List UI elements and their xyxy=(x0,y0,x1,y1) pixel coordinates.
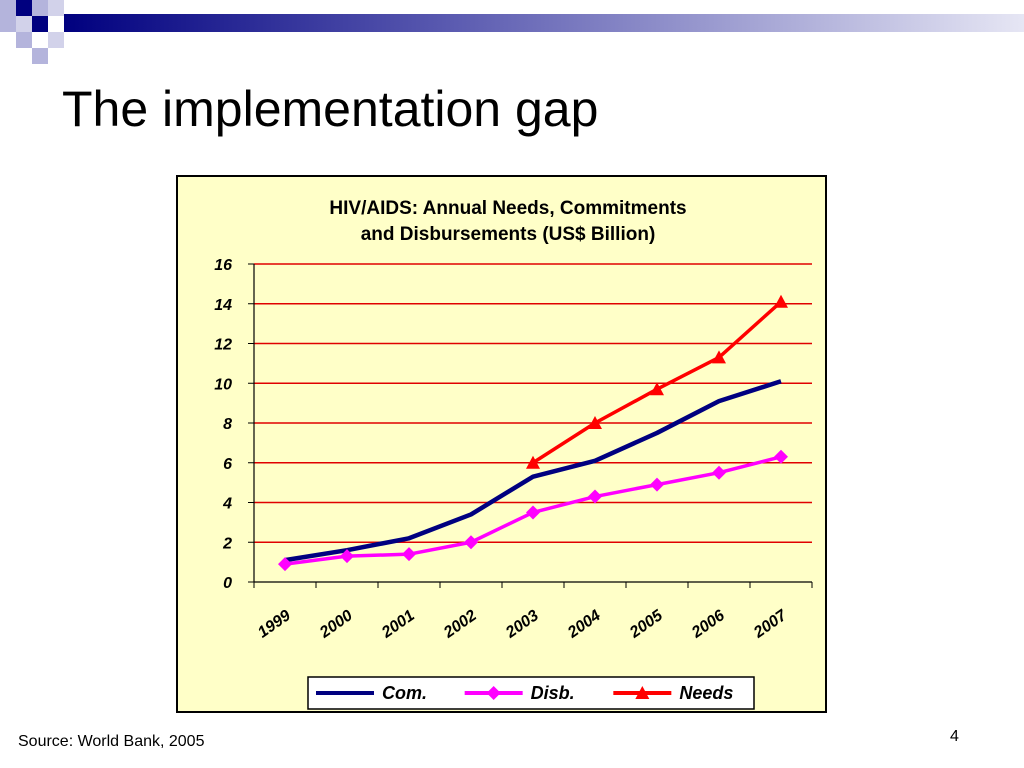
deco-square xyxy=(32,0,48,16)
legend-label: Needs xyxy=(679,683,733,703)
deco-square xyxy=(32,16,48,32)
axes: 0 2 4 6 8 10 12 14 16 1999 2000 2001 2002 2003 2004 200… xyxy=(214,257,813,643)
x-tick-label: 2001 xyxy=(378,607,418,642)
y-tick-label: 6 xyxy=(223,456,232,473)
y-tick-label: 0 xyxy=(223,575,232,592)
y-tick-label: 10 xyxy=(214,376,232,393)
legend-box xyxy=(307,676,755,710)
chart-title-line-1: HIV/AIDS: Annual Needs, Commitments xyxy=(329,198,686,219)
header-band xyxy=(64,14,1024,32)
legend-label: Disb. xyxy=(531,683,575,703)
deco-square xyxy=(48,32,64,48)
page-number: 4 xyxy=(950,728,959,745)
grid-lines xyxy=(254,263,812,543)
data-point xyxy=(402,547,416,562)
x-tick-label: 2007 xyxy=(750,607,791,643)
x-tick-label: 2000 xyxy=(316,607,356,642)
data-point xyxy=(340,549,354,564)
y-tick-label: 14 xyxy=(214,297,232,314)
data-point xyxy=(588,489,602,504)
legend: Com. Disb. Needs xyxy=(307,676,755,710)
data-point xyxy=(635,686,650,699)
legend-item: Disb. xyxy=(464,683,575,703)
deco-square xyxy=(48,0,64,16)
x-tick-label: 2006 xyxy=(688,607,728,642)
series-line xyxy=(284,379,782,563)
data-point xyxy=(526,455,540,469)
data-point xyxy=(278,557,292,572)
data-point xyxy=(650,382,664,396)
x-tick-label: 1999 xyxy=(255,607,294,641)
data-point xyxy=(486,686,501,700)
series-needs xyxy=(526,294,788,469)
y-tick-label: 16 xyxy=(214,257,232,274)
data-point xyxy=(774,294,788,308)
data-point xyxy=(650,477,664,492)
deco-square xyxy=(16,32,32,48)
chart-title-line-2: and Disbursements (US$ Billion) xyxy=(361,224,656,245)
slide-title: The implementation gap xyxy=(62,81,599,137)
data-point xyxy=(774,449,788,464)
y-tick-label: 4 xyxy=(222,496,232,513)
data-point xyxy=(588,416,602,429)
data-point xyxy=(712,465,726,480)
x-tick-label: 2005 xyxy=(626,607,667,643)
series-com xyxy=(284,379,782,563)
series xyxy=(278,294,788,572)
deco-square xyxy=(0,0,16,16)
deco-square xyxy=(16,0,32,16)
deco-square xyxy=(0,16,16,32)
deco-square xyxy=(32,48,48,64)
y-tick-label: 2 xyxy=(222,535,232,552)
x-tick-label: 2004 xyxy=(564,607,604,642)
deco-square xyxy=(16,16,32,32)
legend-item: Needs xyxy=(613,683,733,703)
data-point xyxy=(526,505,540,520)
y-tick-label: 8 xyxy=(223,416,232,433)
series-disb xyxy=(278,449,788,572)
source-note: Source: World Bank, 2005 xyxy=(18,733,205,750)
line-chart: HIV/AIDS: Annual Needs, Commitments and … xyxy=(214,198,813,710)
x-tick-label: 2002 xyxy=(440,607,480,642)
legend-label: Com. xyxy=(382,683,427,703)
data-point xyxy=(712,350,726,364)
y-tick-label: 12 xyxy=(214,337,232,354)
x-tick-label: 2003 xyxy=(502,607,542,642)
data-point xyxy=(464,535,478,550)
chart-panel: HIV/AIDS: Annual Needs, Commitments and … xyxy=(176,175,827,713)
legend-item: Com. xyxy=(316,683,427,703)
